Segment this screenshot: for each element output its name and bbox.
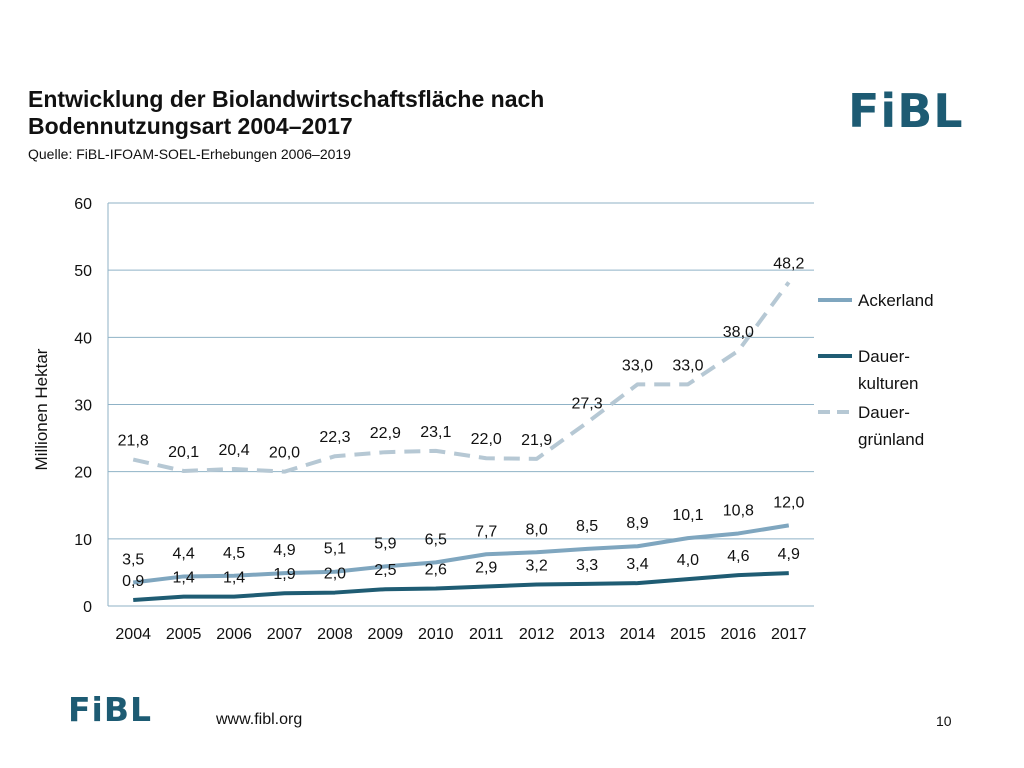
y-tick-label-0: 0 <box>83 599 92 616</box>
data-label-dauerkulturen-2017: 4,9 <box>778 546 800 563</box>
data-label-dauerkulturen-2011: 2,9 <box>475 560 497 577</box>
y-tick-label-20: 20 <box>74 465 92 482</box>
data-label-dauergrünland-2006: 20,4 <box>219 442 250 459</box>
x-tick-label-2004: 2004 <box>115 626 151 643</box>
x-tick-label-2012: 2012 <box>519 626 555 643</box>
data-label-ackerland-2013: 8,5 <box>576 518 598 535</box>
data-label-ackerland-2004: 3,5 <box>122 551 144 568</box>
data-label-ackerland-2014: 8,9 <box>626 515 648 532</box>
data-label-dauerkulturen-2004: 0,9 <box>122 573 144 590</box>
x-tick-label-2010: 2010 <box>418 626 454 643</box>
data-label-dauergrünland-2017: 48,2 <box>773 255 804 272</box>
chart-title-line-1: Entwicklung der Biolandwirtschaftsfläche… <box>28 86 545 112</box>
x-tick-label-2017: 2017 <box>771 626 807 643</box>
y-axis-title: Millionen Hektar <box>32 348 51 470</box>
data-label-dauerkulturen-2014: 3,4 <box>626 556 648 573</box>
series-line-ackerland <box>132 523 790 585</box>
data-label-ackerland-2010: 6,5 <box>425 531 447 548</box>
y-tick-label-30: 30 <box>74 398 92 415</box>
data-label-dauergrünland-2010: 23,1 <box>420 424 451 441</box>
data-label-dauerkulturen-2010: 2,6 <box>425 562 447 579</box>
data-label-dauerkulturen-2006: 1,4 <box>223 570 245 587</box>
data-label-dauergrünland-2007: 20,0 <box>269 445 300 462</box>
data-label-dauerkulturen-2005: 1,4 <box>173 570 195 587</box>
data-label-dauergrünland-2013: 27,3 <box>572 396 603 413</box>
y-tick-label-60: 60 <box>74 196 92 213</box>
data-label-dauergrünland-2008: 22,3 <box>319 429 350 446</box>
data-label-dauergrünland-2011: 22,0 <box>471 431 502 448</box>
x-tick-label-2016: 2016 <box>721 626 757 643</box>
chart-title: Entwicklung der Biolandwirtschaftsfläche… <box>28 86 728 140</box>
x-tick-label-2011: 2011 <box>469 626 504 643</box>
data-label-dauergrünland-2005: 20,1 <box>168 444 199 461</box>
legend-label-dauergrünland-1: grünland <box>858 430 924 449</box>
data-label-dauerkulturen-2012: 3,2 <box>526 558 548 575</box>
series-line-dauergrünland <box>132 281 791 474</box>
data-label-ackerland-2016: 10,8 <box>723 502 754 519</box>
data-label-ackerland-2007: 4,9 <box>273 542 295 559</box>
x-tick-label-2014: 2014 <box>620 626 656 643</box>
data-label-ackerland-2017: 12,0 <box>773 494 804 511</box>
y-tick-label-50: 50 <box>74 263 92 280</box>
x-tick-label-2009: 2009 <box>368 626 404 643</box>
data-label-dauerkulturen-2015: 4,0 <box>677 552 699 569</box>
data-label-dauerkulturen-2009: 2,5 <box>374 562 396 579</box>
chart-source: Quelle: FiBL-IFOAM-SOEL-Erhebungen 2006–… <box>28 146 351 162</box>
series-line-dauerkulturen <box>133 571 789 602</box>
data-label-ackerland-2015: 10,1 <box>672 507 703 524</box>
y-tick-label-10: 10 <box>74 532 92 549</box>
data-label-dauergrünland-2012: 21,9 <box>521 432 552 449</box>
x-tick-label-2008: 2008 <box>317 626 353 643</box>
legend-label-ackerland-0: Ackerland <box>858 291 934 310</box>
x-tick-label-2007: 2007 <box>267 626 303 643</box>
data-label-ackerland-2008: 5,1 <box>324 541 346 558</box>
data-label-ackerland-2006: 4,5 <box>223 545 245 562</box>
y-tick-label-40: 40 <box>74 330 92 347</box>
data-label-dauerkulturen-2016: 4,6 <box>727 548 749 565</box>
data-label-dauerkulturen-2007: 1,9 <box>273 566 295 583</box>
x-tick-label-2015: 2015 <box>670 626 706 643</box>
data-label-dauergrünland-2009: 22,9 <box>370 425 401 442</box>
data-label-dauergrünland-2016: 38,0 <box>723 324 754 341</box>
chart-title-line-2: Bodennutzungsart 2004–2017 <box>28 113 353 139</box>
data-label-ackerland-2012: 8,0 <box>526 521 548 538</box>
legend-label-dauerkulturen-1: kulturen <box>858 374 918 393</box>
legend-label-dauergrünland-0: Dauer- <box>858 403 910 422</box>
legend-label-dauerkulturen-0: Dauer- <box>858 347 910 366</box>
footer-url[interactable]: www.fibl.org <box>216 711 303 728</box>
data-label-dauergrünland-2004: 21,8 <box>118 433 149 450</box>
data-label-dauerkulturen-2013: 3,3 <box>576 557 598 574</box>
data-label-ackerland-2009: 5,9 <box>374 535 396 552</box>
x-tick-label-2005: 2005 <box>166 626 202 643</box>
data-label-dauerkulturen-2008: 2,0 <box>324 566 346 583</box>
data-label-ackerland-2005: 4,4 <box>173 545 195 562</box>
data-label-ackerland-2011: 7,7 <box>475 523 497 540</box>
fibl-logo-top: FiBL <box>848 84 964 138</box>
x-tick-label-2006: 2006 <box>216 626 252 643</box>
page-number: 10 <box>936 713 952 729</box>
fibl-logo-bottom: FiBL <box>68 690 153 729</box>
x-tick-label-2013: 2013 <box>569 626 605 643</box>
data-label-dauergrünland-2014: 33,0 <box>622 357 653 374</box>
data-label-dauergrünland-2015: 33,0 <box>672 357 703 374</box>
